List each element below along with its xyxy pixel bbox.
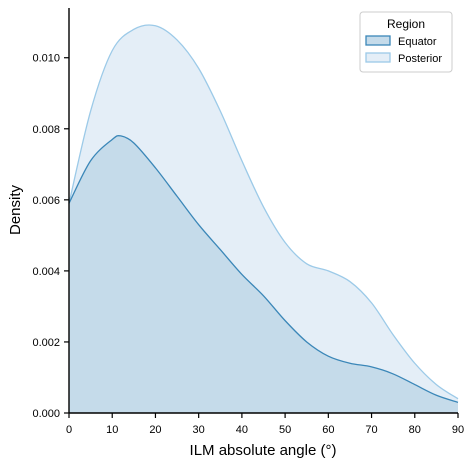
x-tick-label: 80 [409, 424, 421, 436]
equator-density-line [68, 134, 459, 403]
x-tick-label: 40 [236, 424, 248, 436]
x-tick-label: 70 [365, 424, 377, 436]
y-tick-label: 0.000 [32, 408, 60, 420]
legend-swatch-equator [365, 35, 391, 46]
x-tick-label: 60 [322, 424, 334, 436]
x-ticks: 0 10 20 30 40 50 60 70 80 90 [66, 413, 464, 436]
legend-swatch-posterior [365, 52, 391, 63]
area-layer [68, 24, 459, 413]
y-tick-label: 0.004 [32, 266, 60, 278]
y-tick-label: 0.008 [32, 124, 60, 136]
legend: Region Equator Posterior [359, 11, 453, 73]
y-tick-label: 0.002 [32, 337, 60, 349]
equator-density-area [69, 135, 458, 413]
x-tick-label: 90 [452, 424, 464, 436]
x-tick-label: 50 [279, 424, 291, 436]
y-ticks: 0.000 0.002 0.004 0.006 0.008 0.010 [32, 53, 69, 420]
x-axis-title: ILM absolute angle (°) [190, 442, 337, 459]
posterior-density-line [68, 24, 459, 400]
x-tick-label: 10 [106, 424, 118, 436]
y-tick-label: 0.006 [32, 195, 60, 207]
legend-label-equator: Equator [398, 36, 437, 48]
y-axis-title: Density [7, 184, 24, 235]
legend-label-posterior: Posterior [398, 53, 442, 65]
y-tick-label: 0.010 [32, 53, 60, 65]
axes [68, 8, 458, 414]
x-tick-label: 20 [149, 424, 161, 436]
legend-title: Region [387, 17, 425, 31]
x-tick-label: 0 [66, 424, 72, 436]
x-tick-label: 30 [193, 424, 205, 436]
